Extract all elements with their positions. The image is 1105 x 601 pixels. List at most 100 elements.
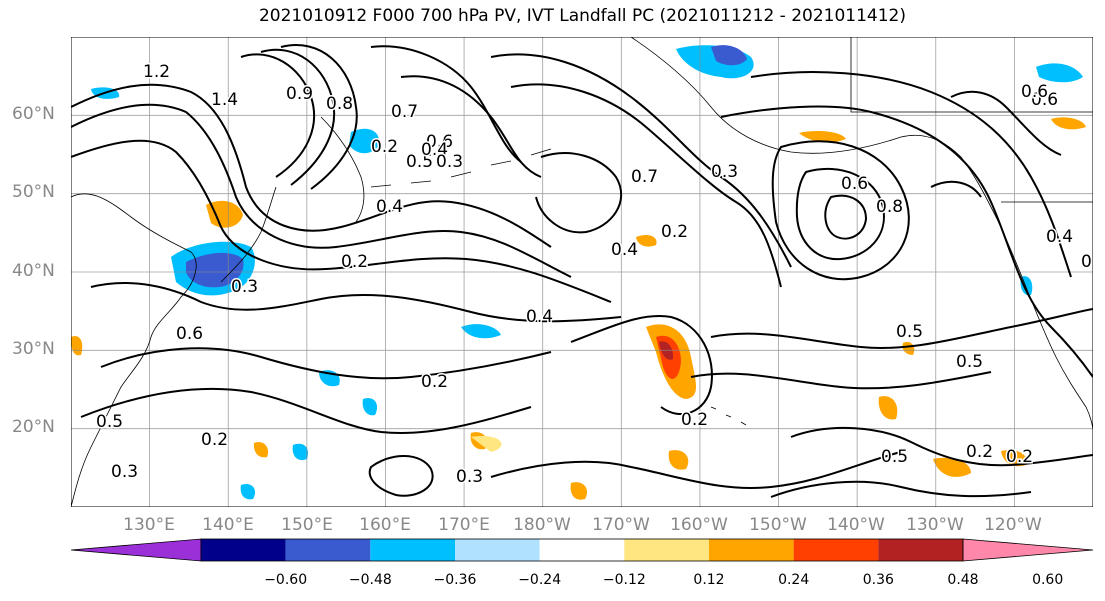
- contour-line: [770, 480, 1032, 498]
- colorbar-tick-label: −0.12: [602, 572, 646, 588]
- contour-label: 0.3: [436, 152, 463, 172]
- kamchatka-coastline: [320, 116, 365, 223]
- contour-label: 0.6: [1021, 82, 1048, 102]
- colorbar-segment: [624, 539, 709, 561]
- contour-label: 0.5: [896, 322, 923, 342]
- lon-label: 170°W: [592, 515, 650, 535]
- pv-positive-blob: [206, 200, 243, 228]
- contour-line: [80, 387, 532, 434]
- contour-label: 0.5: [96, 412, 123, 432]
- ivt-contours: [71, 44, 1093, 498]
- colorbar-segment: [878, 539, 963, 561]
- contour-line: [690, 371, 992, 390]
- contour-label: 0.5: [881, 447, 908, 467]
- contour-label: 0.4: [526, 307, 553, 327]
- contour-label: 0.2: [371, 137, 398, 157]
- colorbar-tick-label: 0.12: [693, 572, 725, 588]
- lon-label: 130°W: [906, 515, 964, 535]
- contour-label: 0.3: [111, 462, 138, 482]
- lat-label: 30°N: [12, 339, 55, 359]
- colorbar-segment: [285, 539, 371, 561]
- pv-positive-blob: [799, 131, 846, 143]
- contour-label: 0.9: [286, 84, 313, 104]
- contour-line: [750, 71, 1072, 278]
- contour-label: 0.5: [956, 352, 983, 372]
- colorbar-segment: [370, 539, 455, 561]
- contour-line: [790, 426, 1093, 467]
- colorbar-segment: [455, 539, 540, 561]
- colorbar-tick-label: −0.24: [518, 572, 562, 588]
- lat-label: 50°N: [12, 182, 55, 202]
- pv-positive-blob: [253, 441, 269, 458]
- contour-line: [535, 152, 623, 234]
- pv-positive-blob: [570, 482, 588, 500]
- pv-positive-blob: [668, 450, 689, 470]
- contour-label: 0.6: [841, 174, 868, 194]
- contour-line: [795, 167, 885, 261]
- contour-label: 0.3: [711, 162, 738, 182]
- pv-negative-blob: [292, 443, 309, 461]
- lon-label: 160°E: [359, 515, 411, 535]
- colorbar-tick-label: −0.60: [264, 572, 308, 588]
- pv-negative-blob: [1036, 63, 1083, 83]
- contour-label: 0.2: [1006, 447, 1033, 467]
- contour-label: 0.3: [456, 467, 483, 487]
- colorbar-extend-low: [71, 538, 202, 562]
- colorbar-tick-label: 0.60: [1032, 572, 1064, 588]
- lat-label: 60°N: [12, 104, 55, 124]
- contour-label: 0.8: [876, 197, 903, 217]
- pv-negative-core: [711, 45, 747, 66]
- contour-line: [71, 103, 572, 278]
- contour-label: 0.2: [681, 410, 708, 430]
- aleutian-islands: [370, 148, 552, 188]
- colorbar-segment: [709, 539, 794, 561]
- map-title: 2021010912 F000 700 hPa PV, IVT Landfall…: [258, 6, 906, 26]
- contour-label: 0.2: [661, 222, 688, 242]
- contour-label: 0.4: [376, 197, 403, 217]
- alaska-coastline: [630, 37, 997, 218]
- lon-label: 170°E: [438, 515, 490, 535]
- lat-label: 40°N: [12, 261, 55, 281]
- pv-positive-blob: [902, 341, 915, 355]
- colorbar-segment: [539, 539, 625, 561]
- contour-line: [824, 194, 868, 240]
- contour-line: [100, 347, 552, 380]
- contour-line: [710, 308, 1093, 349]
- contour-label: 0.5: [406, 152, 433, 172]
- contour-line: [930, 180, 982, 198]
- contour-label: 0.6: [176, 324, 203, 344]
- contour-line: [771, 140, 910, 281]
- colorbar-segment: [793, 539, 879, 561]
- lon-label: 120°W: [984, 515, 1042, 535]
- pv-negative-blob: [240, 483, 256, 500]
- pv-positive-blob: [933, 457, 971, 477]
- pv-negative-blob: [461, 324, 501, 339]
- contour-label: 1.2: [143, 62, 170, 82]
- map-panel: 1.21.4 0.9 0.8 0.70.60.50.40.30.20.40.20.30…: [71, 37, 1093, 507]
- contour-line: [370, 45, 522, 163]
- lon-label: 150°W: [749, 515, 807, 535]
- coastlines: [71, 37, 1093, 507]
- contour-label: 0.4: [1046, 227, 1073, 247]
- lon-label: 140°W: [827, 515, 885, 535]
- pv-shading-layer: [71, 45, 1086, 500]
- contour-label: 0.2: [341, 252, 368, 272]
- contour-line: [240, 53, 316, 178]
- contour-label: 0.2: [201, 430, 228, 450]
- contour-label: 0.6: [426, 132, 453, 152]
- pv-negative-blob: [362, 397, 378, 416]
- lon-label: 140°E: [202, 515, 254, 535]
- contour-label: 0.2: [1081, 252, 1093, 272]
- contour-label-layer: 1.21.4 0.9 0.8 0.70.60.50.40.30.20.40.20.30…: [95, 61, 1094, 489]
- pv-positive-blob: [1051, 117, 1086, 130]
- colorbar-tick-label: 0.36: [862, 572, 894, 588]
- contour-line: [950, 90, 1062, 156]
- colorbar: [71, 538, 1094, 562]
- contour-line: [90, 281, 622, 323]
- contour-line: [720, 105, 1093, 378]
- contour-line: [570, 315, 713, 416]
- hawaii-islands: [710, 406, 747, 426]
- contour-line: [490, 451, 902, 489]
- lat-label: 20°N: [12, 417, 55, 437]
- contour-line: [400, 75, 542, 178]
